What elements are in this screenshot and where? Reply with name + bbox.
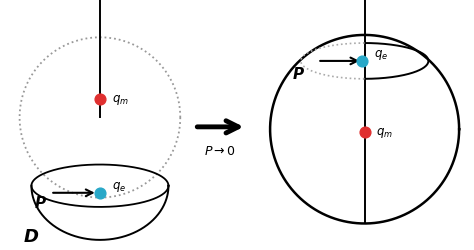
Text: $q_e$: $q_e$ xyxy=(374,48,388,62)
Text: $P \rightarrow 0$: $P \rightarrow 0$ xyxy=(204,144,237,157)
Point xyxy=(96,191,104,195)
Text: $q_e$: $q_e$ xyxy=(112,179,126,193)
Text: $q_m$: $q_m$ xyxy=(112,92,128,106)
Text: $\boldsymbol{D}$: $\boldsymbol{D}$ xyxy=(23,227,39,244)
Point xyxy=(96,97,104,101)
Text: $q_m$: $q_m$ xyxy=(376,125,393,139)
Point xyxy=(361,130,368,134)
Text: $\boldsymbol{P}$: $\boldsymbol{P}$ xyxy=(35,194,47,210)
Text: $\boldsymbol{P}$: $\boldsymbol{P}$ xyxy=(292,66,305,81)
Point xyxy=(358,60,366,64)
